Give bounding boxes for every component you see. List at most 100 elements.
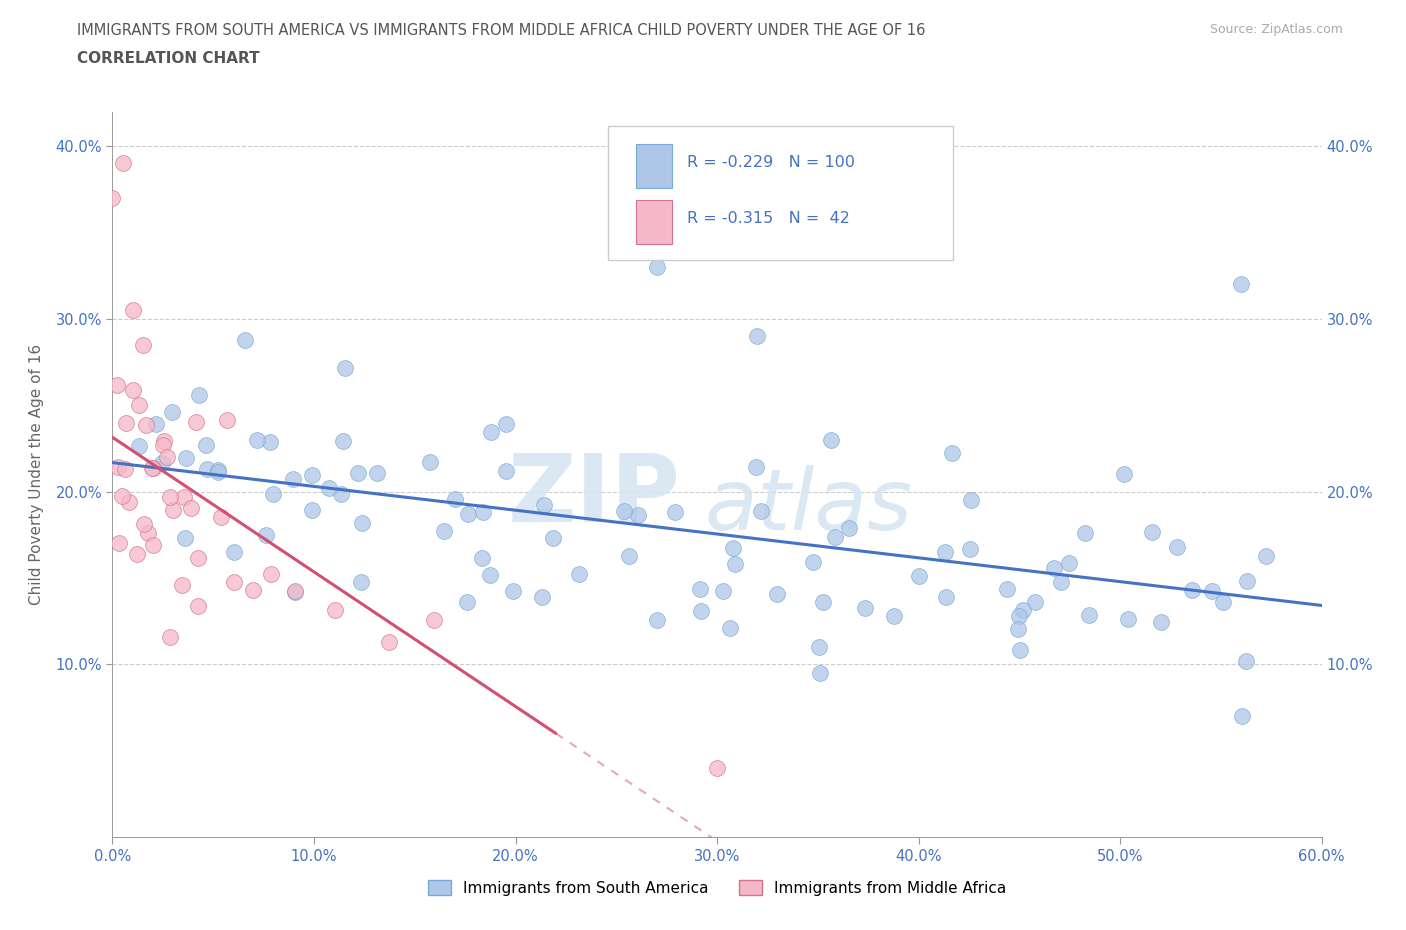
- Point: [1149, 614, 1171, 629]
- Point: [107, 459, 129, 474]
- Point: [108, 536, 131, 551]
- Point: [689, 581, 711, 596]
- Point: [173, 530, 195, 545]
- Point: [188, 387, 211, 402]
- Point: [136, 525, 159, 540]
- Point: [457, 506, 479, 521]
- Text: ZIP: ZIP: [508, 450, 681, 542]
- Point: [1077, 607, 1099, 622]
- Point: [118, 495, 141, 510]
- Point: [543, 530, 565, 545]
- Point: [568, 566, 591, 581]
- Point: [207, 463, 229, 478]
- Point: [134, 517, 156, 532]
- Point: [323, 603, 346, 618]
- Point: [456, 595, 478, 610]
- Point: [995, 581, 1018, 596]
- Point: [301, 502, 323, 517]
- Point: [627, 507, 650, 522]
- Point: [160, 405, 183, 419]
- Point: [533, 498, 555, 512]
- Point: [1112, 467, 1135, 482]
- Point: [281, 472, 304, 486]
- Point: [142, 460, 165, 475]
- Point: [721, 540, 744, 555]
- Point: [121, 303, 143, 318]
- Point: [934, 544, 956, 559]
- Text: R = -0.315   N =  42: R = -0.315 N = 42: [686, 211, 849, 227]
- Point: [245, 432, 267, 447]
- Point: [127, 547, 149, 562]
- Point: [645, 259, 668, 274]
- Point: [128, 398, 150, 413]
- Point: [811, 595, 834, 610]
- Legend: Immigrants from South America, Immigrants from Middle Africa: Immigrants from South America, Immigrant…: [422, 873, 1012, 902]
- Point: [259, 434, 281, 449]
- Point: [180, 500, 202, 515]
- Point: [195, 462, 218, 477]
- Point: [745, 459, 768, 474]
- Point: [128, 438, 150, 453]
- Text: R = -0.229   N = 100: R = -0.229 N = 100: [686, 155, 855, 170]
- Point: [162, 502, 184, 517]
- Point: [187, 598, 209, 613]
- Point: [132, 338, 155, 352]
- Point: [1236, 574, 1258, 589]
- Point: [1007, 621, 1029, 636]
- Point: [350, 515, 373, 530]
- Point: [711, 583, 734, 598]
- Point: [233, 333, 256, 348]
- Point: [330, 486, 353, 501]
- Point: [1234, 653, 1257, 668]
- Point: [174, 451, 197, 466]
- Point: [333, 360, 356, 375]
- Point: [531, 590, 554, 604]
- Point: [1008, 643, 1031, 658]
- Point: [808, 666, 831, 681]
- Point: [935, 590, 957, 604]
- Point: [111, 156, 134, 171]
- Point: [959, 493, 981, 508]
- Point: [254, 527, 277, 542]
- Point: [718, 620, 741, 635]
- Point: [1230, 709, 1253, 724]
- Point: [1024, 595, 1046, 610]
- Point: [153, 433, 176, 448]
- Point: [471, 551, 494, 565]
- Point: [1073, 526, 1095, 541]
- Point: [941, 445, 963, 460]
- Point: [1166, 540, 1188, 555]
- Point: [332, 434, 354, 449]
- Point: [495, 463, 517, 478]
- Point: [808, 639, 831, 654]
- Point: [346, 466, 368, 481]
- Point: [318, 481, 340, 496]
- Point: [724, 556, 747, 571]
- Point: [262, 486, 284, 501]
- Point: [215, 412, 238, 427]
- FancyBboxPatch shape: [609, 126, 953, 260]
- Point: [105, 378, 128, 392]
- Point: [749, 504, 772, 519]
- Point: [173, 490, 195, 505]
- Text: atlas: atlas: [704, 465, 912, 549]
- Point: [747, 328, 769, 343]
- Point: [378, 634, 401, 649]
- Point: [820, 432, 842, 447]
- Point: [159, 490, 181, 505]
- Point: [766, 587, 789, 602]
- Point: [121, 382, 143, 397]
- Point: [838, 520, 860, 535]
- Point: [1059, 555, 1081, 570]
- Y-axis label: Child Poverty Under the Age of 16: Child Poverty Under the Age of 16: [30, 344, 45, 604]
- Point: [156, 449, 179, 464]
- Point: [824, 529, 846, 544]
- Point: [260, 567, 283, 582]
- Point: [141, 460, 163, 475]
- Point: [366, 465, 388, 480]
- Point: [209, 510, 232, 525]
- Point: [613, 503, 636, 518]
- Point: [301, 468, 323, 483]
- Point: [114, 416, 136, 431]
- Point: [617, 548, 640, 563]
